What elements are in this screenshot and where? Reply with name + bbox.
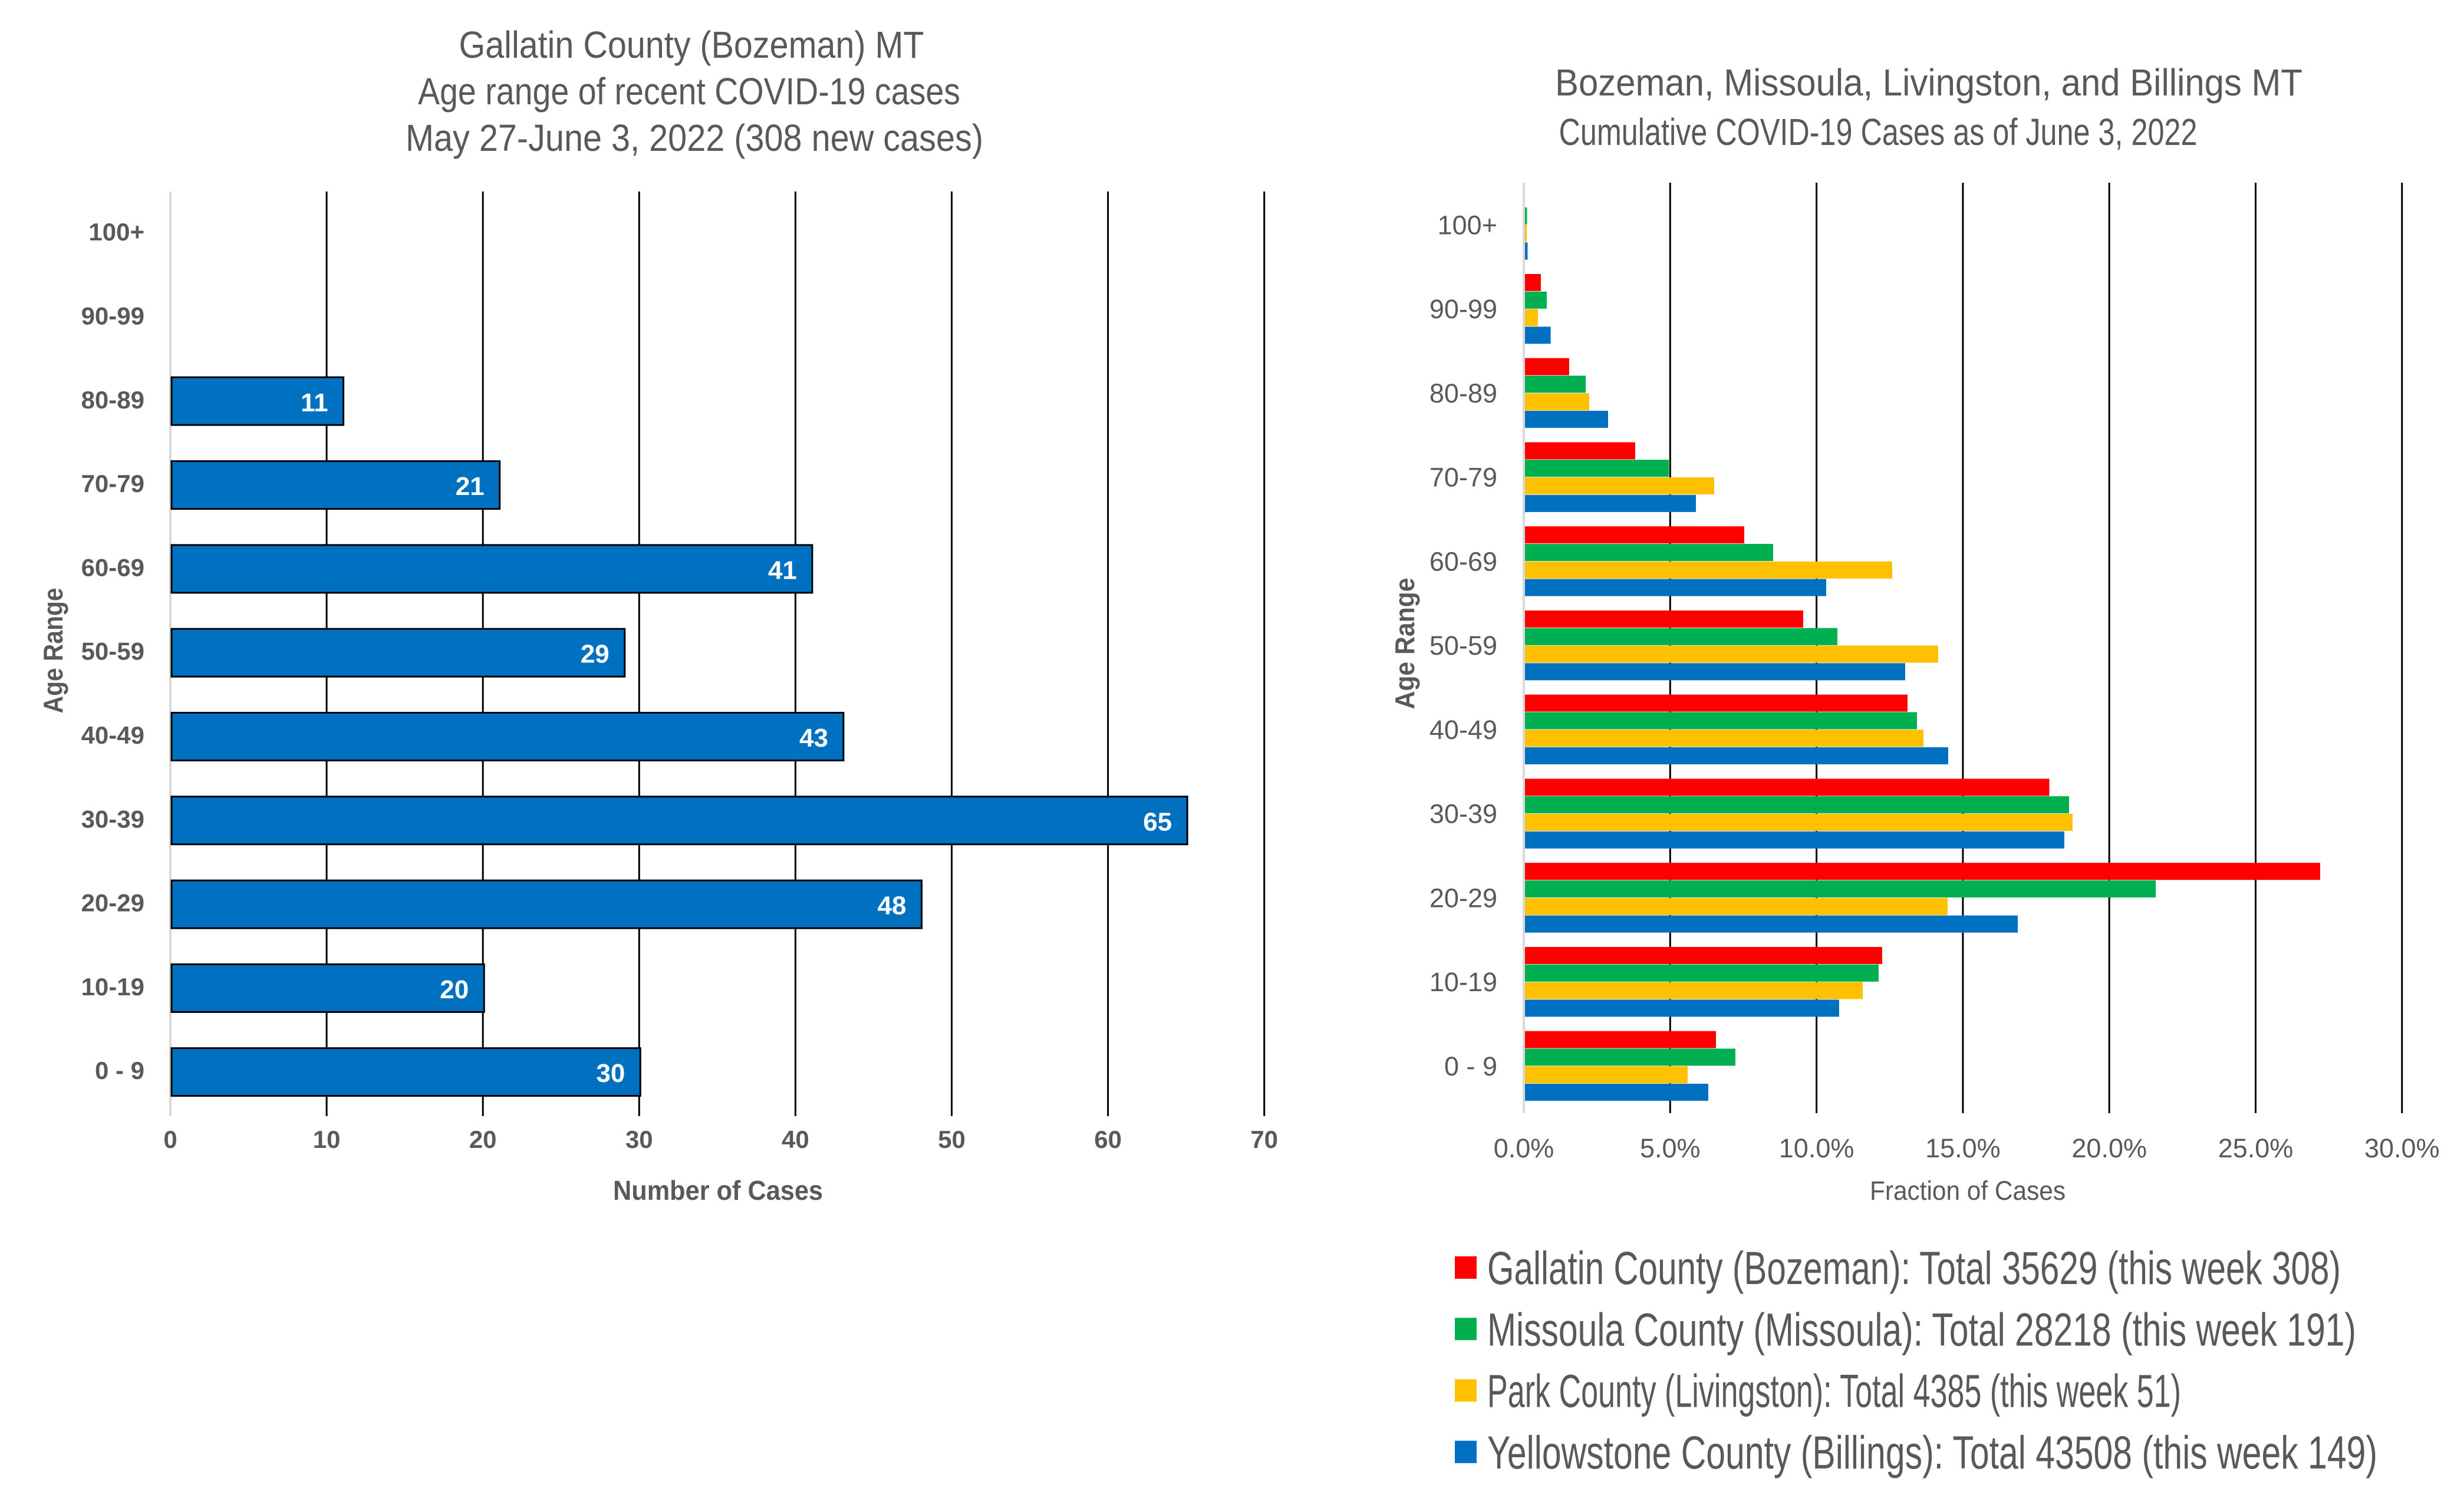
svg-text:Age range of recent COVID-19 c: Age range of recent COVID-19 cases — [418, 70, 960, 113]
svg-text:May 27-June 3, 2022 (308 new c: May 27-June 3, 2022 (308 new cases) — [406, 117, 983, 159]
svg-text:15.0%: 15.0% — [1925, 1133, 2001, 1163]
svg-text:Yellowstone County (Billings):: Yellowstone County (Billings): Total 435… — [1487, 1426, 2377, 1479]
svg-text:10-19: 10-19 — [81, 973, 144, 1001]
svg-text:100+: 100+ — [88, 218, 144, 246]
svg-text:25.0%: 25.0% — [2218, 1133, 2294, 1163]
svg-text:0 - 9: 0 - 9 — [95, 1057, 144, 1084]
svg-text:30.0%: 30.0% — [2364, 1133, 2440, 1163]
svg-text:50-59: 50-59 — [1429, 631, 1497, 661]
svg-text:Park County (Livingston): Tota: Park County (Livingston): Total 4385 (th… — [1487, 1365, 2181, 1417]
svg-text:21: 21 — [456, 472, 485, 501]
svg-text:0 - 9: 0 - 9 — [1444, 1051, 1497, 1081]
svg-text:80-89: 80-89 — [81, 386, 144, 414]
svg-text:0.0%: 0.0% — [1494, 1133, 1554, 1163]
svg-text:90-99: 90-99 — [81, 302, 144, 329]
svg-text:20-29: 20-29 — [81, 889, 144, 917]
svg-text:0: 0 — [163, 1126, 177, 1153]
svg-text:10-19: 10-19 — [1429, 967, 1497, 997]
svg-text:40-49: 40-49 — [81, 721, 144, 749]
svg-text:60-69: 60-69 — [81, 553, 144, 581]
svg-text:20.0%: 20.0% — [2071, 1133, 2147, 1163]
svg-text:Bozeman, Missoula, Livingston,: Bozeman, Missoula, Livingston, and Billi… — [1555, 61, 2302, 104]
svg-text:Cumulative COVID-19 Cases as o: Cumulative COVID-19 Cases as of June 3, … — [1559, 111, 2198, 153]
svg-text:50: 50 — [938, 1126, 966, 1153]
svg-text:11: 11 — [301, 388, 328, 417]
svg-text:40: 40 — [782, 1126, 809, 1153]
svg-text:40-49: 40-49 — [1429, 715, 1497, 745]
svg-text:43: 43 — [799, 724, 828, 753]
svg-text:Missoula County (Missoula): To: Missoula County (Missoula): Total 28218 … — [1487, 1303, 2356, 1355]
svg-text:Age Range: Age Range — [38, 588, 68, 714]
svg-text:20: 20 — [440, 975, 469, 1004]
svg-text:80-89: 80-89 — [1429, 378, 1497, 408]
svg-text:Number of Cases: Number of Cases — [613, 1175, 823, 1206]
svg-text:90-99: 90-99 — [1429, 294, 1497, 324]
svg-text:100+: 100+ — [1438, 210, 1497, 240]
svg-text:60-69: 60-69 — [1429, 546, 1497, 576]
svg-text:Gallatin County (Bozeman) MT: Gallatin County (Bozeman) MT — [459, 24, 924, 66]
svg-text:70-79: 70-79 — [81, 470, 144, 497]
svg-text:20: 20 — [469, 1126, 497, 1153]
svg-text:29: 29 — [581, 640, 610, 669]
svg-text:50-59: 50-59 — [81, 638, 144, 665]
svg-text:Gallatin County (Bozeman): Tot: Gallatin County (Bozeman): Total 35629 (… — [1487, 1242, 2341, 1294]
svg-text:Fraction of Cases: Fraction of Cases — [1870, 1176, 2066, 1206]
svg-text:5.0%: 5.0% — [1640, 1133, 1701, 1163]
svg-text:70: 70 — [1250, 1126, 1278, 1153]
svg-text:30-39: 30-39 — [1429, 799, 1497, 829]
svg-text:10: 10 — [313, 1126, 341, 1153]
svg-text:70-79: 70-79 — [1429, 463, 1497, 493]
svg-text:30: 30 — [625, 1126, 653, 1153]
svg-text:30-39: 30-39 — [81, 805, 144, 833]
svg-text:10.0%: 10.0% — [1779, 1133, 1854, 1163]
svg-text:60: 60 — [1094, 1126, 1122, 1153]
svg-text:Age Range: Age Range — [1389, 578, 1420, 709]
svg-text:48: 48 — [878, 892, 907, 920]
svg-text:20-29: 20-29 — [1429, 883, 1497, 913]
svg-text:30: 30 — [596, 1059, 625, 1088]
svg-text:41: 41 — [768, 556, 797, 585]
svg-text:65: 65 — [1143, 807, 1172, 836]
